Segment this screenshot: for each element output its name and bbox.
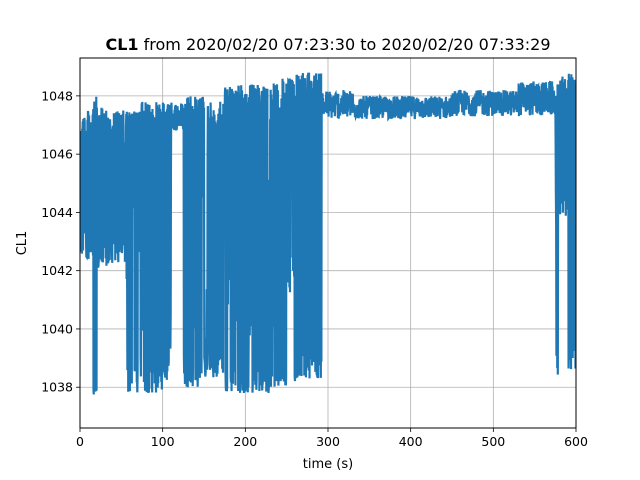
chart-title: CL1 from 2020/02/20 07:23:30 to 2020/02/…	[105, 35, 550, 54]
x-axis-label: time (s)	[303, 457, 353, 472]
x-tick-label: 100	[151, 434, 175, 449]
x-tick-label: 0	[76, 434, 84, 449]
chart-title-bold: CL1	[105, 35, 138, 54]
series-line	[80, 72, 576, 395]
y-tick-label: 1046	[41, 147, 73, 162]
y-tick-label: 1042	[41, 263, 73, 278]
chart-title-rest: from 2020/02/20 07:23:30 to 2020/02/20 0…	[139, 35, 551, 54]
y-tick-label: 1048	[41, 88, 73, 103]
y-tick-label: 1038	[41, 380, 73, 395]
x-tick-label: 500	[481, 434, 505, 449]
x-axis: 0 100 200 300 400 500 600	[76, 428, 588, 449]
y-axis-label: CL1	[15, 231, 30, 256]
y-tick-label: 1044	[41, 205, 73, 220]
x-tick-label: 600	[564, 434, 588, 449]
x-tick-label: 300	[316, 434, 340, 449]
y-axis: 1038 1040 1042 1044 1046 1048	[41, 88, 80, 395]
x-tick-label: 200	[233, 434, 257, 449]
x-tick-label: 400	[399, 434, 423, 449]
y-tick-label: 1040	[41, 321, 73, 336]
